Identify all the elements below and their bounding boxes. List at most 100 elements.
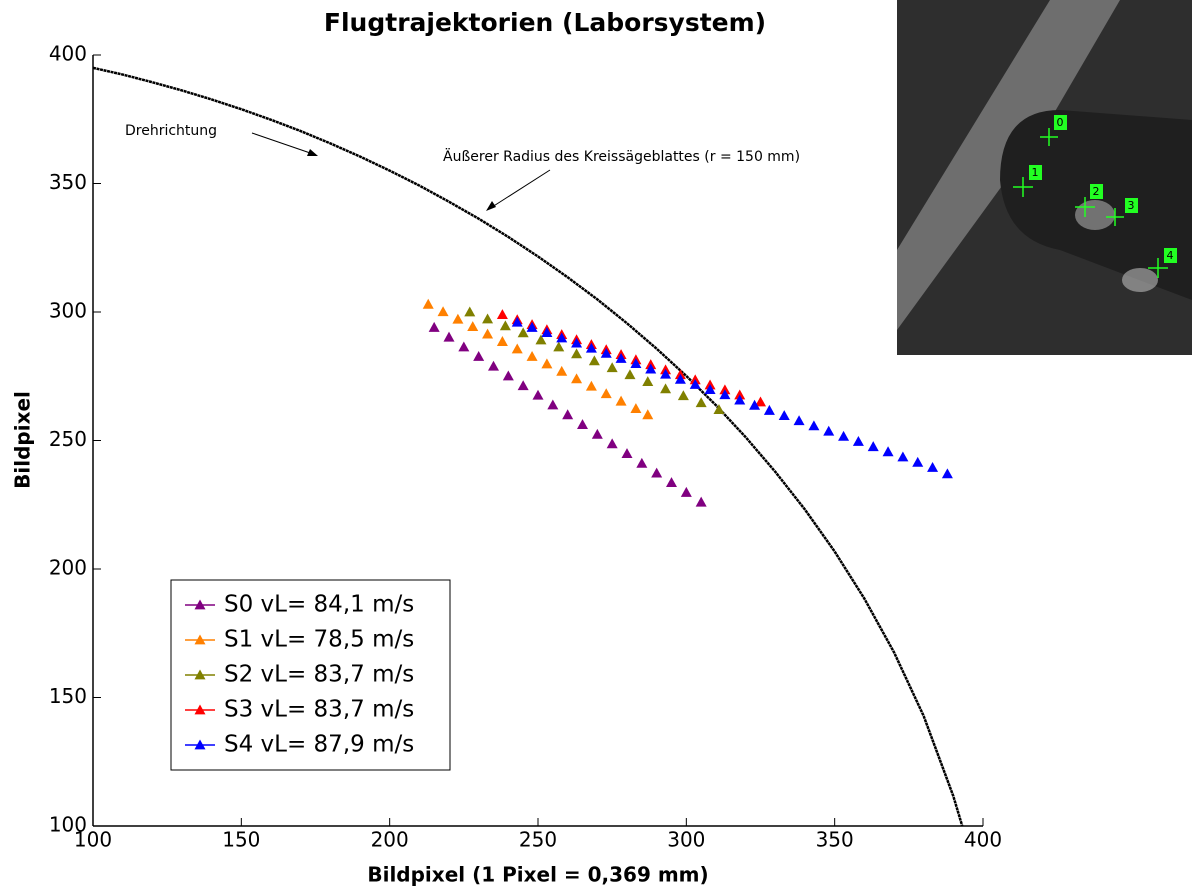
data-point (651, 467, 663, 478)
x-axis-label: Bildpixel (1 Pixel = 0,369 mm) (367, 863, 708, 887)
image-markers (1013, 128, 1168, 278)
data-point (517, 327, 529, 338)
legend-label: S0 vL= 84,1 m/s (224, 592, 414, 618)
data-point (562, 409, 574, 420)
data-point (882, 446, 894, 457)
legend-marker (194, 634, 206, 645)
data-point (535, 334, 547, 345)
y-tick-label: 100 (49, 813, 87, 837)
image-label-box (1125, 198, 1138, 213)
data-point (464, 306, 476, 317)
data-point (473, 350, 485, 361)
image-label-box (1054, 115, 1067, 130)
data-point (755, 396, 766, 407)
data-point (927, 461, 939, 472)
data-point (778, 410, 790, 420)
data-point (526, 350, 538, 361)
data-point (541, 327, 553, 337)
x-tick-label: 100 (74, 828, 112, 852)
data-point (713, 404, 725, 415)
legend-marker (194, 669, 206, 680)
data-point (482, 328, 494, 339)
data-point (571, 373, 583, 384)
data-point (571, 337, 583, 348)
legend-label: S4 vL= 87,9 m/s (224, 732, 414, 758)
data-point (719, 389, 731, 400)
data-point (642, 376, 654, 387)
data-point (624, 369, 636, 380)
x-tick-label: 400 (964, 828, 1002, 852)
data-point (734, 389, 746, 400)
y-axis-label: Bildpixel (11, 391, 35, 489)
x-tick-label: 300 (667, 828, 705, 852)
data-point (808, 420, 820, 431)
y-tick-label: 350 (49, 170, 87, 194)
data-point (571, 348, 583, 359)
data-point (912, 456, 924, 467)
data-point (511, 316, 523, 327)
image-fragment (1075, 200, 1115, 230)
data-point (467, 321, 479, 332)
image-label: 2 (1093, 185, 1100, 198)
data-point (437, 306, 449, 317)
data-point (666, 477, 677, 488)
data-point (547, 399, 559, 410)
x-tick-label: 200 (371, 828, 409, 852)
x-tick-label: 150 (222, 828, 260, 852)
y-tick-label: 150 (49, 684, 87, 708)
data-point (630, 403, 642, 414)
data-point (556, 332, 568, 343)
annotation-arrow (251, 132, 317, 156)
arrow-head (307, 149, 318, 156)
data-point (600, 347, 612, 358)
data-point (645, 363, 657, 374)
arrow-head (486, 201, 496, 211)
data-point (585, 380, 597, 391)
data-point (763, 404, 775, 415)
data-point (517, 380, 529, 391)
data-point (591, 428, 603, 439)
data-point (600, 388, 612, 399)
data-point (496, 336, 508, 346)
legend-marker (194, 739, 206, 750)
data-point (642, 409, 654, 420)
data-point (452, 313, 464, 324)
legend-label: S2 vL= 83,7 m/s (224, 662, 414, 688)
data-point (577, 419, 588, 429)
data-point (867, 441, 879, 452)
data-point (749, 399, 761, 410)
data-point (793, 415, 805, 426)
data-point (941, 468, 953, 479)
inset-image: 0 1 2 3 4 (897, 0, 1192, 355)
y-tick-label: 300 (49, 299, 87, 323)
image-label-group: 0 1 2 3 4 (1029, 115, 1177, 263)
data-point (606, 362, 618, 373)
data-point (443, 331, 455, 342)
data-point (630, 358, 642, 369)
image-fragment (1122, 268, 1158, 292)
data-point (585, 342, 597, 353)
legend-marker (194, 599, 206, 610)
data-point (499, 320, 511, 331)
data-point (511, 343, 523, 354)
data-point (526, 321, 538, 332)
data-point (482, 313, 494, 324)
data-point (588, 355, 600, 366)
data-point (556, 365, 568, 376)
data-point (458, 341, 470, 352)
data-point (660, 383, 672, 394)
data-point (680, 486, 692, 497)
data-point (852, 436, 864, 446)
data-point (897, 451, 909, 462)
legend-box (170, 579, 451, 771)
data-point (532, 389, 544, 400)
data-point (615, 353, 627, 363)
image-label: 1 (1032, 166, 1039, 179)
legend-label: S3 vL= 83,7 m/s (224, 697, 414, 723)
y-tick-label: 400 (49, 42, 87, 66)
data-point (553, 341, 565, 352)
legend-label: S1 vL= 78,5 m/s (224, 627, 414, 653)
image-label-box (1090, 184, 1103, 199)
x-tick-label: 250 (519, 828, 557, 852)
